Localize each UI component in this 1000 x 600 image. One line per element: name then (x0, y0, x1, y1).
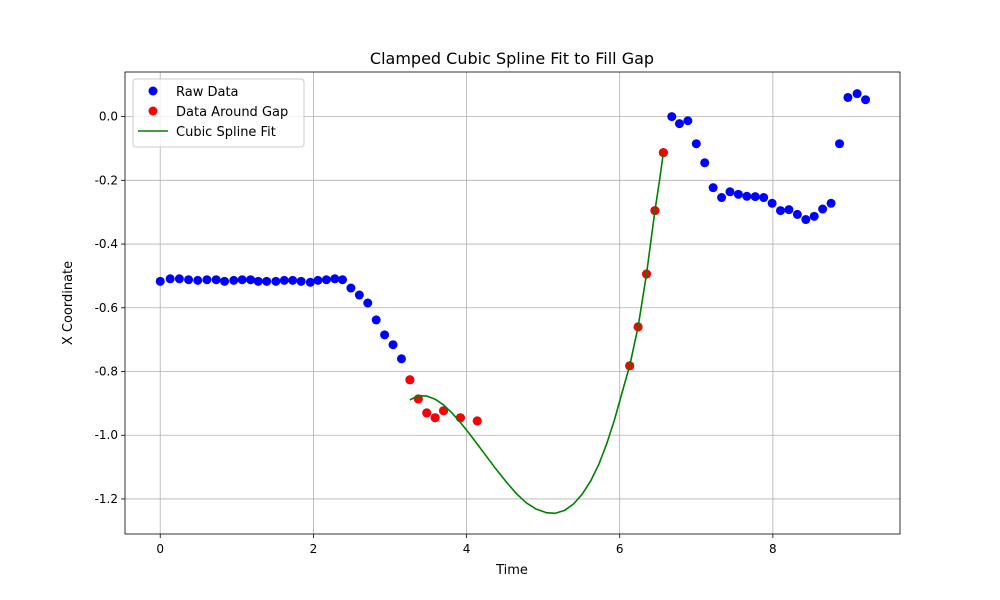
legend-label-data-around-gap: Data Around Gap (176, 105, 288, 120)
point-data-around-gap (472, 416, 482, 426)
point-raw-data (313, 275, 323, 285)
legend-marker-data-around-gap (148, 106, 158, 116)
legend-marker-raw-data (148, 86, 158, 96)
point-raw-data (354, 290, 364, 300)
x-tick-label: 2 (310, 542, 318, 556)
point-raw-data (229, 275, 239, 285)
point-raw-data (683, 116, 693, 126)
point-raw-data (674, 119, 684, 129)
point-raw-data (388, 340, 398, 350)
point-raw-data (202, 275, 212, 285)
point-raw-data (363, 298, 373, 308)
point-raw-data (667, 112, 677, 122)
point-raw-data (165, 274, 175, 284)
point-raw-data (288, 275, 298, 285)
legend: Raw Data Data Around Gap Cubic Spline Fi… (132, 78, 305, 148)
point-raw-data (708, 183, 718, 193)
point-raw-data (371, 315, 381, 325)
y-tick-label: -0.8 (95, 365, 118, 379)
point-data-around-gap (430, 413, 440, 423)
y-axis-label: X Coordinate (61, 261, 76, 345)
point-raw-data (253, 276, 263, 286)
y-tick-label: -0.2 (95, 173, 118, 187)
point-raw-data (396, 354, 406, 364)
chart-title: Clamped Cubic Spline Fit to Fill Gap (370, 49, 654, 68)
x-tick-label: 8 (769, 542, 777, 556)
point-raw-data (211, 275, 221, 285)
x-tick-label: 4 (463, 542, 471, 556)
point-raw-data (809, 211, 819, 221)
tick-layer: 0 2 4 6 8 0.0 -0.2 -0.4 -0.6 -0.8 -1.0 -1.2 (95, 110, 777, 556)
point-raw-data (193, 275, 203, 285)
axes-frame (124, 71, 901, 535)
point-raw-data (246, 275, 256, 285)
point-data-around-gap (405, 375, 415, 385)
point-raw-data (296, 276, 306, 286)
legend-label-cubic-spline-fit: Cubic Spline Fit (176, 125, 276, 140)
point-raw-data (861, 95, 871, 105)
x-tick-label: 6 (616, 542, 624, 556)
point-raw-data (801, 215, 811, 225)
data-layer (155, 89, 871, 515)
point-raw-data (784, 205, 794, 215)
legend-label-raw-data: Raw Data (176, 85, 239, 100)
point-raw-data (717, 193, 727, 203)
point-raw-data (337, 275, 347, 285)
series-line-cubic-spline-fit (409, 152, 665, 515)
point-raw-data (843, 92, 853, 102)
point-raw-data (346, 283, 356, 293)
x-tick-label: 0 (156, 542, 164, 556)
point-raw-data (792, 209, 802, 219)
point-raw-data (725, 187, 735, 197)
point-raw-data (767, 198, 777, 208)
point-data-around-gap (422, 408, 432, 418)
point-raw-data (321, 275, 331, 285)
y-tick-label: -1.2 (95, 492, 118, 506)
point-raw-data (700, 158, 710, 168)
point-raw-data (279, 275, 289, 285)
point-raw-data (733, 189, 743, 199)
point-raw-data (835, 139, 844, 149)
point-raw-data (330, 274, 340, 284)
y-tick-label: -0.4 (95, 237, 118, 251)
point-raw-data (852, 89, 862, 99)
point-raw-data (750, 192, 760, 202)
y-tick-label: 0.0 (99, 110, 118, 124)
point-raw-data (174, 274, 184, 284)
point-data-around-gap (439, 406, 449, 416)
point-raw-data (220, 276, 230, 286)
point-raw-data (155, 276, 165, 286)
y-tick-label: -1.0 (95, 428, 118, 442)
point-raw-data (691, 139, 701, 149)
point-raw-data (742, 191, 752, 201)
point-raw-data (237, 275, 247, 285)
point-raw-data (826, 198, 836, 208)
point-raw-data (305, 277, 315, 287)
point-raw-data (818, 204, 828, 214)
plot-area (125, 72, 900, 534)
point-raw-data (262, 276, 272, 286)
point-raw-data (184, 275, 194, 285)
point-raw-data (271, 276, 281, 286)
point-raw-data (380, 330, 390, 340)
legend-box (132, 78, 305, 148)
point-raw-data (759, 193, 769, 203)
x-axis-label: Time (495, 563, 528, 578)
point-raw-data (776, 206, 786, 216)
y-tick-label: -0.6 (95, 301, 118, 315)
